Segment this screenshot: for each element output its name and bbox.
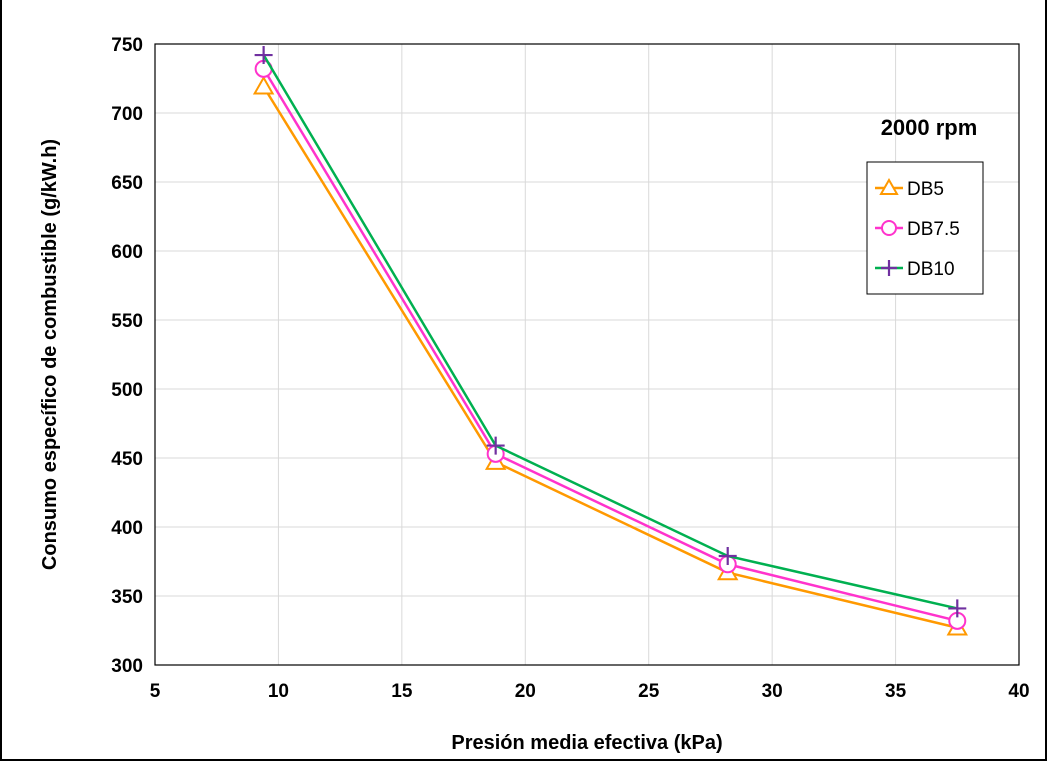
y-tick-label: 300 bbox=[111, 656, 143, 677]
series-db7-5 bbox=[254, 59, 967, 630]
data-point bbox=[948, 599, 967, 618]
y-tick-label: 550 bbox=[111, 311, 143, 332]
legend-marker bbox=[881, 260, 897, 276]
y-tick-label: 600 bbox=[111, 242, 143, 263]
x-tick-label: 35 bbox=[885, 681, 907, 702]
y-tick-label: 650 bbox=[111, 173, 143, 194]
series-line bbox=[262, 54, 958, 610]
series-db5 bbox=[252, 75, 969, 636]
legend-label: DB7.5 bbox=[907, 219, 960, 240]
x-axis-title: Presión media efectiva (kPa) bbox=[451, 732, 722, 754]
legend-label: DB5 bbox=[907, 179, 944, 200]
data-point bbox=[486, 436, 505, 455]
x-tick-label: 30 bbox=[762, 681, 783, 702]
legend-entry: DB7.5 bbox=[875, 219, 960, 240]
series-lines bbox=[252, 46, 969, 636]
data-point bbox=[254, 46, 273, 65]
plot-area bbox=[154, 43, 1020, 666]
x-tick-label: 15 bbox=[391, 681, 413, 702]
y-tick-label: 450 bbox=[111, 449, 143, 470]
data-point bbox=[252, 75, 275, 95]
y-tick-label: 350 bbox=[111, 587, 143, 608]
legend: DB5 DB7.5 DB10 bbox=[866, 161, 984, 295]
y-tick-label: 700 bbox=[111, 104, 143, 125]
series-line bbox=[262, 86, 958, 629]
x-tick-labels: 5 10 15 20 25 30 35 40 bbox=[150, 681, 1030, 702]
y-tick-labels: 300 350 400 450 500 550 600 650 700 750 bbox=[111, 35, 143, 677]
legend-entry: DB10 bbox=[875, 259, 955, 280]
legend-entry: DB5 bbox=[875, 177, 944, 200]
legend-label: DB10 bbox=[907, 259, 955, 280]
y-axis-title: Consumo específico de combustible (g/kW.… bbox=[39, 139, 61, 570]
x-tick-label: 40 bbox=[1008, 681, 1029, 702]
x-tick-label: 20 bbox=[515, 681, 536, 702]
data-point bbox=[718, 546, 737, 565]
series-line bbox=[262, 68, 958, 623]
rpm-annotation: 2000 rpm bbox=[881, 115, 978, 140]
legend-marker bbox=[881, 220, 897, 236]
series-db10 bbox=[254, 46, 967, 618]
y-tick-label: 750 bbox=[111, 35, 143, 56]
y-tick-label: 400 bbox=[111, 518, 143, 539]
x-tick-label: 10 bbox=[268, 681, 289, 702]
x-tick-label: 25 bbox=[638, 681, 660, 702]
y-tick-label: 500 bbox=[111, 380, 143, 401]
legend-marker bbox=[879, 177, 899, 195]
x-tick-label: 5 bbox=[150, 681, 161, 702]
